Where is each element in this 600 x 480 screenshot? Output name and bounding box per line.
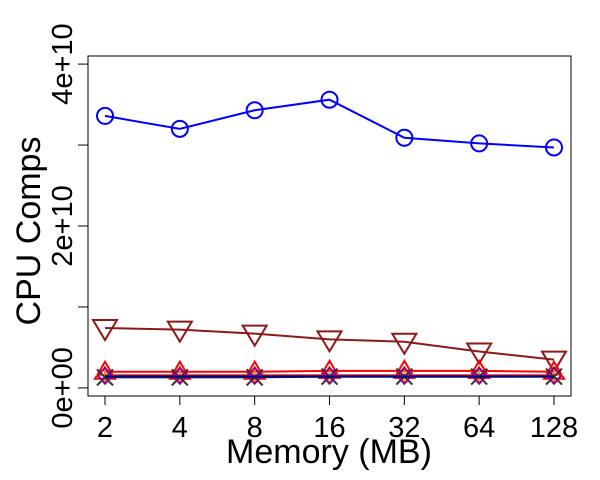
data-point <box>96 366 114 386</box>
x-tick-label: 64 <box>463 412 495 444</box>
data-point <box>540 350 568 374</box>
data-point <box>321 366 338 386</box>
data-point <box>96 106 114 125</box>
data-point <box>470 366 488 386</box>
x-tick-label: 4 <box>172 412 188 444</box>
series-layer <box>91 90 568 387</box>
x-tick-label: 16 <box>313 412 345 444</box>
y-axis: 0e+00 2e+10 4e+10 <box>47 23 88 429</box>
data-point <box>396 366 413 386</box>
data-point <box>171 366 189 386</box>
data-point <box>246 366 263 386</box>
data-point <box>240 324 269 348</box>
y-tick-label: 2e+10 <box>47 185 79 266</box>
y-tick-label: 0e+00 <box>47 347 79 428</box>
series-line <box>104 98 555 149</box>
data-point <box>390 332 419 356</box>
data-point <box>315 330 344 354</box>
data-point <box>320 90 339 109</box>
data-point <box>465 342 493 366</box>
data-point <box>245 101 264 120</box>
series-1 <box>96 90 563 157</box>
y-tick-label: 4e+10 <box>47 23 79 104</box>
x-tick-label: 32 <box>388 412 420 444</box>
data-point <box>470 134 489 153</box>
data-point <box>395 128 414 147</box>
y-axis-label: CPU Comps <box>10 137 48 326</box>
data-point <box>545 138 563 157</box>
x-tick-label: 2 <box>97 412 113 444</box>
x-axis: 2 4 8 16 32 64 128 <box>97 396 578 444</box>
series-line <box>104 327 555 361</box>
data-point <box>170 119 189 138</box>
data-point <box>166 320 194 344</box>
series-2 <box>91 319 568 374</box>
x-axis-label: Memory (MB) <box>226 433 432 471</box>
x-tick-label: 8 <box>247 412 263 444</box>
data-point <box>91 319 119 342</box>
data-point <box>545 366 563 386</box>
x-tick-label: 128 <box>530 412 578 444</box>
